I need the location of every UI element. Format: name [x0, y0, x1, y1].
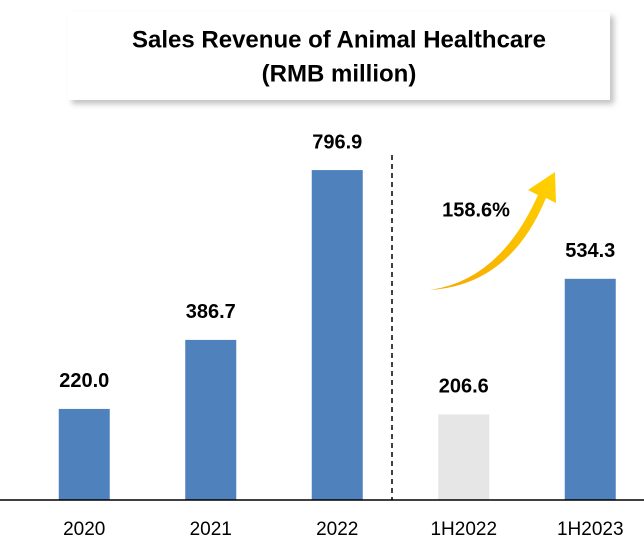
value-label: 220.0	[59, 370, 109, 392]
value-label: 534.3	[565, 240, 615, 262]
title-box	[68, 12, 610, 100]
bar	[58, 408, 110, 500]
value-label: 796.9	[312, 131, 362, 153]
bar	[185, 339, 237, 500]
growth-arrow	[430, 172, 556, 290]
x-tick-label: 1H2023	[557, 519, 624, 540]
x-tick-label: 2021	[190, 519, 232, 540]
annotation: 158.6%	[442, 199, 510, 221]
x-tick-label: 2020	[63, 519, 105, 540]
bar	[311, 170, 363, 500]
chart-subtitle: (RMB million)	[262, 60, 417, 87]
bar	[438, 414, 490, 500]
chart-title: Sales Revenue of Animal Healthcare	[132, 26, 546, 53]
bar	[564, 278, 616, 500]
x-tick-label: 2022	[316, 519, 358, 540]
value-label: 206.6	[439, 376, 489, 398]
x-tick-label: 1H2022	[430, 519, 497, 540]
value-label: 386.7	[186, 301, 236, 323]
